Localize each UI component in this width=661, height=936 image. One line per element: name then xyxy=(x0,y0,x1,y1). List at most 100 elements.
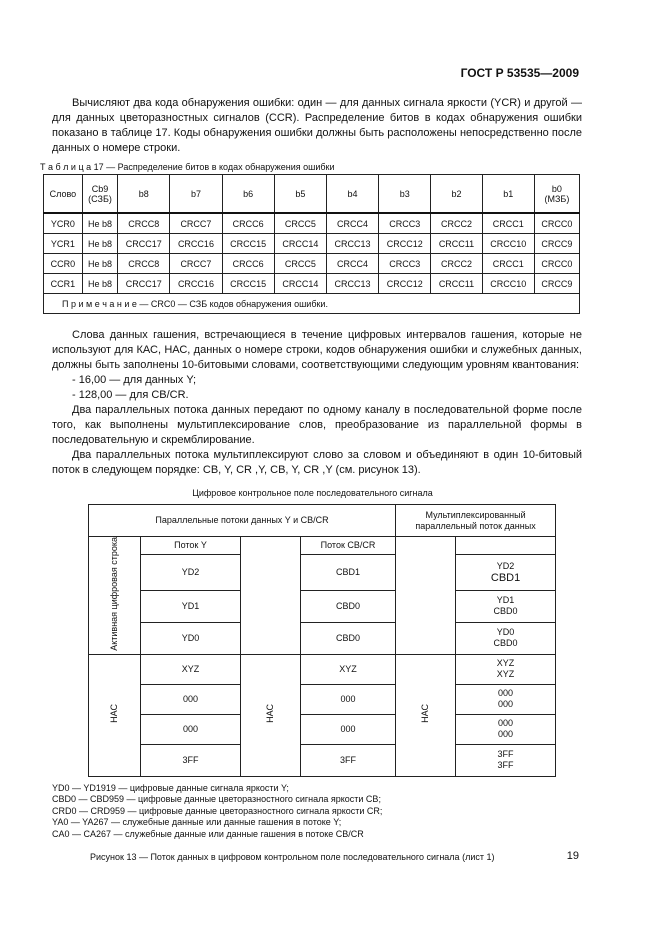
table-cell: CRCC8 xyxy=(117,212,171,234)
legend-item: YD0 — YD1919 — цифровые данные сигнала я… xyxy=(52,782,289,793)
text: (МЗБ) xyxy=(544,193,570,204)
figure-row: YD2 CBD1 YD2 CBD1 xyxy=(89,554,557,591)
parallel-header: Параллельные потоки данных Y и CB/CR xyxy=(87,504,397,537)
figure-caption: Рисунок 13 — Поток данных в цифровом кон… xyxy=(90,852,495,863)
table-row: YCR1 Не b8 CRCC17 CRCC16 CRCC15 CRCC14 CRCC13 C… xyxy=(43,233,581,254)
c-cell: CBD0 xyxy=(299,589,397,623)
text: YD1 xyxy=(496,595,515,606)
figure-row: YD0 CBD0 YD0 CBD0 xyxy=(89,621,557,655)
text: Слово xyxy=(49,188,77,199)
table-cell: CRCC0 xyxy=(533,212,581,234)
figure-legend: YD0 — YD1919 — цифровые данные сигнала я… xyxy=(52,783,585,841)
column-header: b0 (МЗБ) xyxy=(533,174,581,214)
text: 000 xyxy=(498,699,514,710)
table-cell: CRCC15 xyxy=(221,233,275,254)
text: b1 xyxy=(503,188,514,199)
table-cell: CRCC1 xyxy=(481,212,535,234)
column-header: b6 xyxy=(221,174,275,214)
table-cell: CRCC17 xyxy=(117,273,171,294)
c-cell: 000 xyxy=(299,683,397,715)
table-cell: CRCC16 xyxy=(169,233,223,254)
table-cell: Не b8 xyxy=(81,233,119,254)
column-header: b4 xyxy=(325,174,380,214)
text: 3FF xyxy=(497,760,514,771)
hac-label: НАС xyxy=(265,704,275,724)
table-cell: CRCC5 xyxy=(273,212,327,234)
table-cell: Не b8 xyxy=(81,212,119,234)
table-cell: YCR0 xyxy=(43,212,83,234)
table-cell: CRCC9 xyxy=(533,273,581,294)
y-cell: 000 xyxy=(140,713,241,745)
spacer-cell xyxy=(240,536,301,655)
column-header: Слово xyxy=(43,174,83,214)
table-cell: CRCC6 xyxy=(221,212,275,234)
table-cell: CRCC4 xyxy=(325,253,380,274)
table-cell: CRCC10 xyxy=(481,233,535,254)
figure-row: 000 000 000 000 xyxy=(89,713,557,745)
list-item: - 128,00 — для CB/CR. xyxy=(72,389,189,401)
column-header: b8 xyxy=(117,174,171,214)
text: CBD1 xyxy=(490,571,521,584)
table-cell: YCR1 xyxy=(43,233,83,254)
table-cell: CRCC2 xyxy=(430,253,483,274)
table-cell: CRCC12 xyxy=(378,233,432,254)
text: b4 xyxy=(347,188,358,199)
column-header: Cb9 (СЗБ) xyxy=(81,174,119,214)
column-header: b7 xyxy=(169,174,223,214)
text: b7 xyxy=(190,188,201,199)
table-cell: CRCC12 xyxy=(378,273,432,294)
table-row: YCR0 Не b8 CRCC8 CRCC7 CRCC6 CRCC5 CRCC4 CRCC3 C… xyxy=(43,212,581,234)
paragraph: Два параллельных потока мультиплексируют… xyxy=(52,449,582,476)
paragraph: Два параллельных потока данных передают … xyxy=(52,404,582,446)
table-cell: CRCC14 xyxy=(273,273,327,294)
table-cell: CRCC8 xyxy=(117,253,171,274)
table-cell: CRCC10 xyxy=(481,273,535,294)
c-cell: CBD1 xyxy=(299,554,397,591)
text: b6 xyxy=(243,188,254,199)
mux-cell: 000 000 xyxy=(455,713,557,745)
mux-cell: 000 000 xyxy=(455,683,557,715)
table-note: П р и м е ч а н и е — CRC0 — СЗБ кодов о… xyxy=(43,293,580,314)
table-cell: CRCC0 xyxy=(533,253,581,274)
figure-13-table: Параллельные потоки данных Y и CB/CR Муль… xyxy=(87,504,557,777)
text: 000 xyxy=(498,718,514,729)
column-header: b3 xyxy=(378,174,432,214)
y-cell: YD0 xyxy=(140,621,241,655)
table-cell: Не b8 xyxy=(81,273,119,294)
text: b2 xyxy=(451,188,462,199)
spacer-cell xyxy=(455,535,557,556)
table-cell: CRCC3 xyxy=(378,212,432,234)
table-cell: CRCC15 xyxy=(221,273,275,294)
table-cell: CRCC14 xyxy=(273,233,327,254)
table-cell: CRCC13 xyxy=(325,233,380,254)
table-cell: CRCC7 xyxy=(169,253,223,274)
table-cell: CRCC4 xyxy=(325,212,380,234)
table-cell: CRCC3 xyxy=(378,253,432,274)
table-cell: CCR0 xyxy=(43,253,83,274)
mux-cell: YD1 CBD0 xyxy=(455,589,557,623)
legend-item: YA0 — YA267 — служебные данные или данны… xyxy=(52,817,342,828)
document-header: ГОСТ Р 53535—2009 xyxy=(460,66,579,80)
figure-title: Цифровое контрольное поле последовательн… xyxy=(192,488,433,498)
y-cell: 000 xyxy=(140,683,241,715)
text: YD2 xyxy=(496,560,515,571)
text: b5 xyxy=(295,188,306,199)
mux-cell: YD0 CBD0 xyxy=(455,621,557,655)
column-header: b2 xyxy=(430,174,483,214)
y-cell: XYZ xyxy=(140,653,241,685)
table-caption: Т а б л и ц а 17 — Распределение битов в… xyxy=(40,162,335,172)
y-stream-label: Поток Y xyxy=(140,535,241,556)
table-row: CCR0 Не b8 CRCC8 CRCC7 CRCC6 CRCC5 CRCC4 CRCC3 C… xyxy=(43,253,581,274)
figure-row: 000 000 000 000 xyxy=(89,683,557,715)
table-cell: CRCC11 xyxy=(430,273,483,294)
text: XYZ xyxy=(496,658,515,669)
table-cell: CRCC1 xyxy=(481,253,535,274)
list-item: - 16,00 — для данных Y; xyxy=(72,374,197,386)
active-line-label: Активная цифровая строка xyxy=(109,537,119,651)
c-stream-label: Поток CB/CR xyxy=(299,535,397,556)
c-cell: XYZ xyxy=(299,653,397,685)
y-cell: YD1 xyxy=(140,589,241,623)
c-cell: 000 xyxy=(299,713,397,745)
text: b0 xyxy=(551,183,562,194)
